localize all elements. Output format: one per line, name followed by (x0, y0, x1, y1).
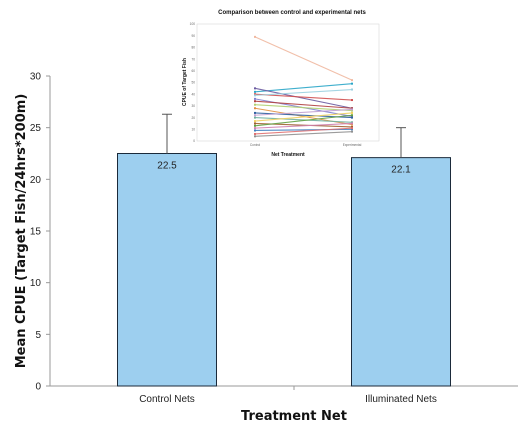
inset-series-marker (254, 132, 256, 135)
inset-series-marker (254, 94, 256, 97)
inset-series-group (254, 35, 353, 138)
inset-series-line (254, 117, 353, 123)
inset-y-tick-label: 80 (191, 46, 195, 50)
inset-series-marker (254, 103, 256, 106)
inset-series-marker (254, 116, 256, 119)
inset-series-marker (351, 123, 353, 126)
x-tick-label: Control Nets (139, 394, 195, 405)
inset-series-line (254, 114, 353, 127)
inset-series-line (254, 131, 353, 137)
y-tick-label: 10 (30, 278, 42, 289)
inset-series-marker (254, 135, 256, 138)
inset-series-marker (254, 35, 256, 38)
inset-series-marker (254, 93, 256, 96)
inset-series-marker (351, 116, 353, 119)
inset-series-marker (254, 127, 256, 130)
y-tick-label: 15 (30, 227, 42, 238)
inset-series-marker (254, 97, 256, 100)
inset-series-marker (254, 122, 256, 125)
y-tick-label: 20 (30, 175, 42, 186)
y-tick-group: 0 5 10 15 20 25 30 (30, 72, 50, 393)
inset-series-line (254, 112, 353, 122)
inset-series-marker (351, 130, 353, 133)
x-tick-label: Illuminated Nets (365, 394, 437, 405)
data-label: 22.5 (157, 161, 177, 172)
inset-series-line (254, 36, 353, 81)
x-tick-group: Control Nets Illuminated Nets (139, 394, 437, 405)
inset-series-line (254, 122, 353, 129)
inset-y-tick-label: 30 (191, 104, 195, 108)
bar (351, 157, 451, 387)
inset-series-marker (254, 90, 256, 93)
inset-series-line (254, 87, 353, 109)
inset-series-marker (351, 115, 353, 118)
inset-x-tick-label: Experimental (343, 143, 362, 147)
inset-y-axis-title: CPUE of Target Fish (182, 58, 188, 106)
inset-series-marker (254, 111, 256, 114)
inset-series-marker (254, 124, 256, 127)
inset-series-line (254, 93, 353, 101)
y-axis-title: Mean CPUE (Target Fish/24hrs*200m) (14, 94, 29, 369)
inset-series-line (254, 100, 353, 109)
inset-series-marker (351, 114, 353, 117)
inset-series-marker (351, 109, 353, 112)
inset-chart: Comparison between control and experimen… (182, 10, 380, 158)
y-tick-label: 30 (30, 72, 42, 83)
inset-series-marker (351, 125, 353, 128)
inset-series-marker (351, 99, 353, 102)
inset-series-line (254, 104, 353, 112)
inset-y-tick-label: 20 (191, 116, 195, 120)
inset-x-tick-label: Control (250, 143, 261, 147)
inset-series-marker (351, 122, 353, 125)
inset-y-tick-label: 10 (191, 128, 195, 132)
inset-y-tick-label: 50 (191, 81, 195, 85)
inset-series-marker (254, 107, 256, 110)
inset-series-line (254, 83, 353, 93)
inset-y-tick-label: 100 (190, 22, 196, 26)
bar (117, 153, 217, 387)
inset-series-marker (351, 111, 353, 114)
bar-group: 22.5 22.1 (117, 113, 451, 387)
inset-series-marker (351, 128, 353, 131)
inset-series-marker (254, 129, 256, 132)
inset-series-line (254, 127, 353, 135)
inset-x-axis-title: Net Treatment (271, 152, 305, 158)
inset-series-marker (351, 82, 353, 85)
inset-x-tick-group: Control Experimental (250, 143, 362, 147)
inset-y-tick-label: 0 (193, 139, 195, 143)
inset-y-tick-label: 40 (191, 92, 195, 96)
inset-series-marker (351, 88, 353, 91)
data-label: 22.1 (391, 165, 411, 176)
inset-series-marker (351, 107, 353, 110)
inset-title: Comparison between control and experimen… (218, 10, 366, 16)
inset-series-line (254, 88, 353, 96)
inset-series-marker (351, 79, 353, 82)
inset-plot-frame (196, 23, 380, 142)
inset-series-line (254, 108, 353, 116)
y-tick-label: 0 (35, 382, 41, 393)
inset-series-marker (351, 121, 353, 124)
inset-y-tick-label: 60 (191, 69, 195, 73)
inset-series-marker (351, 108, 353, 111)
x-axis-title: Treatment Net (241, 409, 347, 421)
inset-series-marker (254, 120, 256, 123)
inset-y-tick-label: 90 (191, 34, 195, 38)
inset-series-marker (254, 87, 256, 90)
y-tick-label: 5 (35, 330, 41, 341)
inset-y-tick-group: 0 10 20 30 40 50 60 70 80 90 100 (190, 22, 196, 143)
inset-series-marker (254, 114, 256, 117)
inset-series-marker (351, 127, 353, 130)
inset-y-tick-label: 70 (191, 57, 195, 61)
y-tick-label: 25 (30, 123, 42, 134)
inset-series-marker (254, 100, 256, 103)
